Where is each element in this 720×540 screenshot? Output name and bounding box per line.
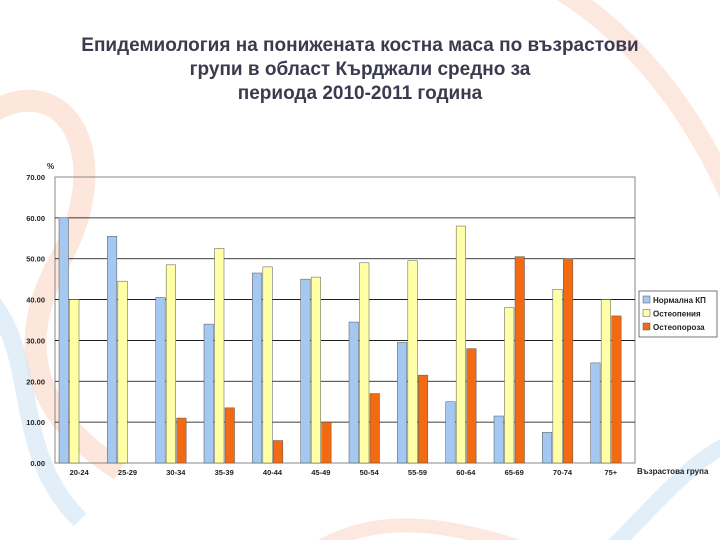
bar xyxy=(117,280,128,464)
x-tick-label: 40-44 xyxy=(263,468,283,477)
bar xyxy=(611,315,622,464)
slide-title: Епидемиология на понижената костна маса … xyxy=(40,34,680,106)
x-tick-label: 75+ xyxy=(604,468,617,477)
title-line-1: Епидемиология на понижената костна маса … xyxy=(81,35,639,56)
bar xyxy=(252,272,263,464)
bar xyxy=(563,258,574,464)
x-tick-label: 60-64 xyxy=(456,468,476,477)
legend-swatch xyxy=(642,295,651,304)
bar xyxy=(600,299,611,464)
bar xyxy=(176,417,187,464)
x-tick-label: 20-24 xyxy=(70,468,90,477)
y-tick-label: 70.00 xyxy=(26,173,45,182)
bar xyxy=(107,235,118,464)
legend-label: Остеопения xyxy=(653,310,701,319)
legend-label: Остеопороза xyxy=(653,323,705,332)
bar xyxy=(273,440,284,464)
bar xyxy=(504,307,515,464)
x-tick-label: 65-69 xyxy=(505,468,524,477)
bar xyxy=(69,299,80,464)
y-tick-label: 40.00 xyxy=(26,296,45,305)
blue-swirl-right xyxy=(608,439,720,540)
bar xyxy=(552,289,563,464)
bar xyxy=(466,348,477,464)
x-axis-label: Възрастова група xyxy=(637,467,709,476)
bar xyxy=(397,342,408,464)
blue-swirl-left xyxy=(0,298,87,527)
bar xyxy=(214,248,225,464)
x-tick-label: 30-34 xyxy=(166,468,186,477)
x-tick-label: 55-59 xyxy=(408,468,427,477)
legend-swatch xyxy=(642,309,651,317)
bar xyxy=(359,262,370,464)
bar xyxy=(542,432,553,464)
bar xyxy=(203,323,214,464)
x-tick-label: 45-49 xyxy=(311,468,330,477)
bar xyxy=(348,321,359,464)
legend-swatch xyxy=(642,322,651,331)
y-tick-label: 30.00 xyxy=(26,336,45,345)
y-tick-label: 50.00 xyxy=(26,255,45,264)
bar xyxy=(590,362,601,464)
y-tick-label: 0.00 xyxy=(30,459,45,468)
bar xyxy=(224,407,235,464)
title-line-2: групи в област Кърджали средно за xyxy=(189,59,531,80)
bar xyxy=(445,401,456,464)
x-tick-label: 25-29 xyxy=(118,468,137,477)
bar xyxy=(58,217,69,464)
bar xyxy=(300,278,311,464)
bar xyxy=(418,374,429,464)
bar xyxy=(455,225,466,464)
peach-swirl-bottom xyxy=(318,518,522,540)
y-tick-label: 20.00 xyxy=(26,377,45,386)
x-tick-label: 50-54 xyxy=(360,468,380,477)
bar xyxy=(155,297,166,464)
title-line-3: периода 2010-2011 година xyxy=(237,83,483,104)
bar xyxy=(407,260,418,464)
legend-label: Нормална КП xyxy=(653,296,706,305)
bar xyxy=(310,276,321,464)
y-axis-label: % xyxy=(47,162,54,171)
peach-swirl-right xyxy=(557,0,720,199)
bar xyxy=(321,421,332,464)
bar xyxy=(369,393,380,464)
bar xyxy=(493,415,504,464)
bar xyxy=(165,264,176,464)
bar xyxy=(514,256,525,464)
legend-box xyxy=(638,290,718,338)
y-tick-label: 60.00 xyxy=(26,214,45,223)
bar xyxy=(262,266,273,464)
plot-area xyxy=(54,176,636,464)
x-tick-label: 35-39 xyxy=(215,468,234,477)
x-tick-label: 70-74 xyxy=(553,468,573,477)
y-tick-label: 10.00 xyxy=(26,418,45,427)
